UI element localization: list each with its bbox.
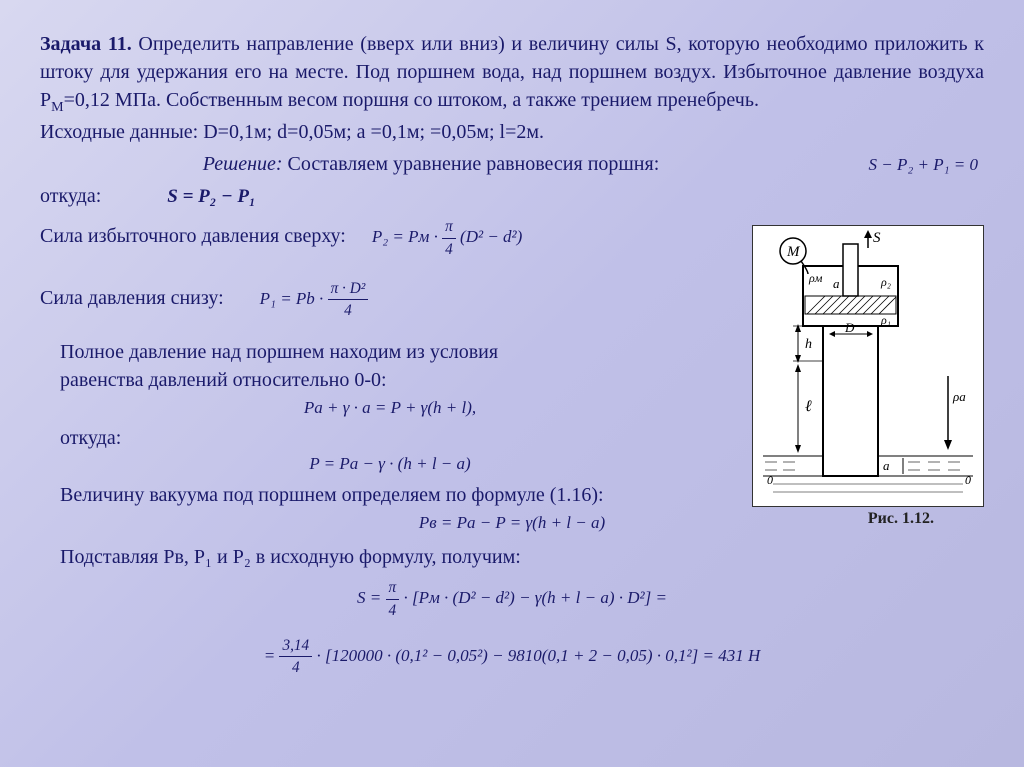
fig-label-S: S <box>873 230 881 246</box>
fig-label-zero-r: 0 <box>965 473 971 487</box>
fig-label-a: a <box>833 276 840 291</box>
eq-pv: Pв = Pa − P = γ(h + l − a) <box>40 511 984 535</box>
problem-text-2: =0,12 МПа. Собственным весом поршня со ш… <box>64 89 759 111</box>
figure-caption: Рис. 1.12. <box>868 508 934 530</box>
eq-p2-left: P₂ = Pм · <box>372 227 438 246</box>
fig-label-pa: ρa <box>952 389 966 404</box>
whence-2: откуда: <box>60 424 121 452</box>
eq-p1: P₁ = Pb · π · D²4 <box>254 278 375 322</box>
fig-label-M: M <box>786 244 801 260</box>
whence-1: откуда: <box>40 182 101 210</box>
eq-p2: P₂ = Pм · π4 (D² − d²) <box>366 216 528 260</box>
figure-diagram: M S a ρм ρ₂ ρ₁ D h <box>752 225 984 507</box>
sub-m: М <box>51 100 63 115</box>
eq-final-2b: · [120000 · (0,1² − 0,05²) − 9810(0,1 + … <box>316 646 760 665</box>
fig-label-p2: ρ₂ <box>880 275 891 289</box>
solution-heading: Решение: <box>203 153 283 175</box>
solution-line1: Составляем уравнение равновесия поршня: <box>288 153 660 175</box>
eq-final-1a: S = <box>357 588 381 607</box>
fig-label-zero-l: 0 <box>767 473 773 487</box>
fig-label-pm: ρм <box>808 271 823 285</box>
full-pressure-1: Полное давление над поршнем находим из у… <box>60 338 740 366</box>
given-data: Исходные данные: D=0,1м; d=0,05м; a =0,1… <box>40 121 544 143</box>
eq-pa: Pa + γ · a = P + γ(h + l), <box>40 396 740 420</box>
problem-statement: Задача 11. Определить направление (вверх… <box>40 30 984 146</box>
eq-p2-right: (D² − d²) <box>460 227 522 246</box>
eq-final-1b: · [Pм · (D² − d²) − γ(h + l − a) · D²] = <box>403 588 666 607</box>
fig-label-a2: a <box>883 458 890 473</box>
eq-p: P = Pa − γ · (h + l − a) <box>40 452 740 476</box>
eq-p1-left: P₁ = Pb · <box>260 289 324 308</box>
eq-s: S = P₂ − P₁ <box>161 184 261 211</box>
fig-label-p1: ρ₁ <box>880 313 891 327</box>
eq-final-1: S = π4 · [Pм · (D² − d²) − γ(h + l − a) … <box>40 577 984 621</box>
eq-final-2: = 3,144 · [120000 · (0,1² − 0,05²) − 981… <box>40 635 984 679</box>
subst-label: Подставляя Pв, P₁ и P₂ в исходную формул… <box>60 543 984 571</box>
eq-balance: S − P₂ + P₁ = 0 <box>822 153 984 177</box>
fig-label-l: ℓ <box>805 398 812 415</box>
full-pressure-2: равенства давлений относительно 0-0: <box>60 366 740 394</box>
fig-label-D: D <box>844 320 855 335</box>
force-top-label: Сила избыточного давления сверху: <box>40 222 346 250</box>
fig-label-h: h <box>805 337 812 352</box>
force-bottom-label: Сила давления снизу: <box>40 284 224 312</box>
problem-title: Задача 11. <box>40 33 132 55</box>
eq-final-2a: = <box>264 646 275 665</box>
